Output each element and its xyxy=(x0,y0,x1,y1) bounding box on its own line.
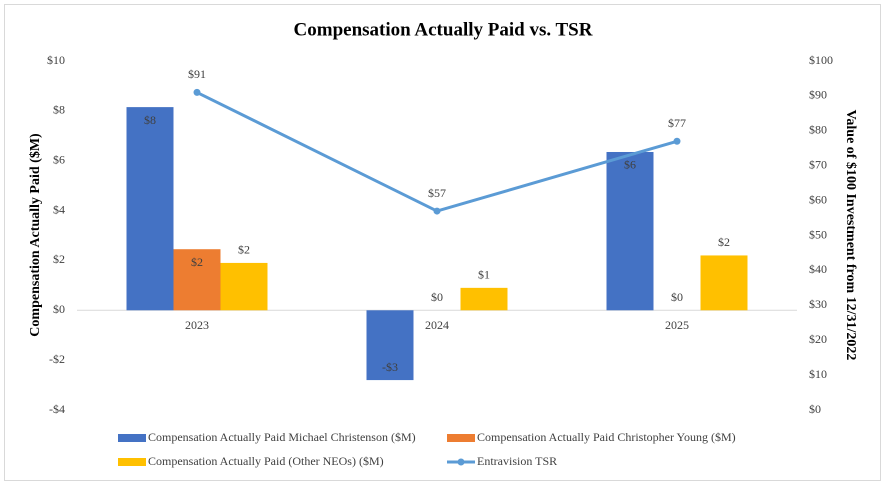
legend-label: Compensation Actually Paid Michael Chris… xyxy=(148,430,416,444)
y2-tick-label: $0 xyxy=(809,402,821,416)
data-label: $2 xyxy=(718,235,730,249)
y2-tick-label: $20 xyxy=(809,332,827,346)
line-marker xyxy=(193,88,201,96)
x-tick-label: 2024 xyxy=(425,318,449,332)
y2-tick-label: $40 xyxy=(809,262,827,276)
data-label: $0 xyxy=(431,290,443,304)
y-tick-label: -$2 xyxy=(49,352,65,366)
legend-label: Compensation Actually Paid Christopher Y… xyxy=(477,430,736,444)
data-label: $91 xyxy=(188,67,206,81)
data-label: $57 xyxy=(428,186,446,200)
data-label: $2 xyxy=(238,243,250,257)
y-tick-label: $4 xyxy=(53,202,65,216)
y2-tick-label: $80 xyxy=(809,123,827,137)
bar xyxy=(700,255,748,311)
y2-axis-title: Value of $100 Investment from 12/31/2022 xyxy=(843,110,858,361)
y2-tick-label: $50 xyxy=(809,227,827,241)
legend-label: Compensation Actually Paid (Other NEOs) … xyxy=(148,454,384,468)
legend-swatch-marker xyxy=(457,458,465,466)
bar xyxy=(366,310,414,381)
data-label: $8 xyxy=(144,113,156,127)
bar xyxy=(173,249,221,311)
y2-tick-label: $100 xyxy=(809,53,833,67)
y2-tick-label: $60 xyxy=(809,192,827,206)
data-label: $1 xyxy=(478,268,490,282)
y-tick-label: $2 xyxy=(53,252,65,266)
y2-tick-label: $90 xyxy=(809,88,827,102)
chart-title: Compensation Actually Paid vs. TSR xyxy=(294,19,593,40)
line-marker xyxy=(673,137,681,145)
data-label: $6 xyxy=(624,158,636,172)
bar xyxy=(220,262,268,311)
line-marker xyxy=(433,207,441,215)
y-tick-label: -$4 xyxy=(49,402,65,416)
x-tick-label: 2023 xyxy=(185,318,209,332)
y2-tick-label: $10 xyxy=(809,367,827,381)
bar xyxy=(460,287,508,311)
data-label: $77 xyxy=(668,116,686,130)
y2-tick-label: $30 xyxy=(809,297,827,311)
bar xyxy=(126,107,174,311)
legend-swatch xyxy=(447,434,475,442)
legend-label: Entravision TSR xyxy=(477,454,557,468)
y-tick-label: $8 xyxy=(53,103,65,117)
y-tick-label: $10 xyxy=(47,53,65,67)
bar xyxy=(606,151,654,311)
data-label: $2 xyxy=(191,255,203,269)
y-tick-label: $6 xyxy=(53,152,65,166)
y-tick-label: $0 xyxy=(53,302,65,316)
x-tick-label: 2025 xyxy=(665,318,689,332)
y-axis-title: Compensation Actually Paid ($M) xyxy=(28,133,43,337)
data-label: -$3 xyxy=(382,360,398,374)
legend-swatch xyxy=(118,434,146,442)
data-label: $0 xyxy=(671,290,683,304)
y2-tick-label: $70 xyxy=(809,157,827,171)
legend-swatch xyxy=(118,458,146,466)
